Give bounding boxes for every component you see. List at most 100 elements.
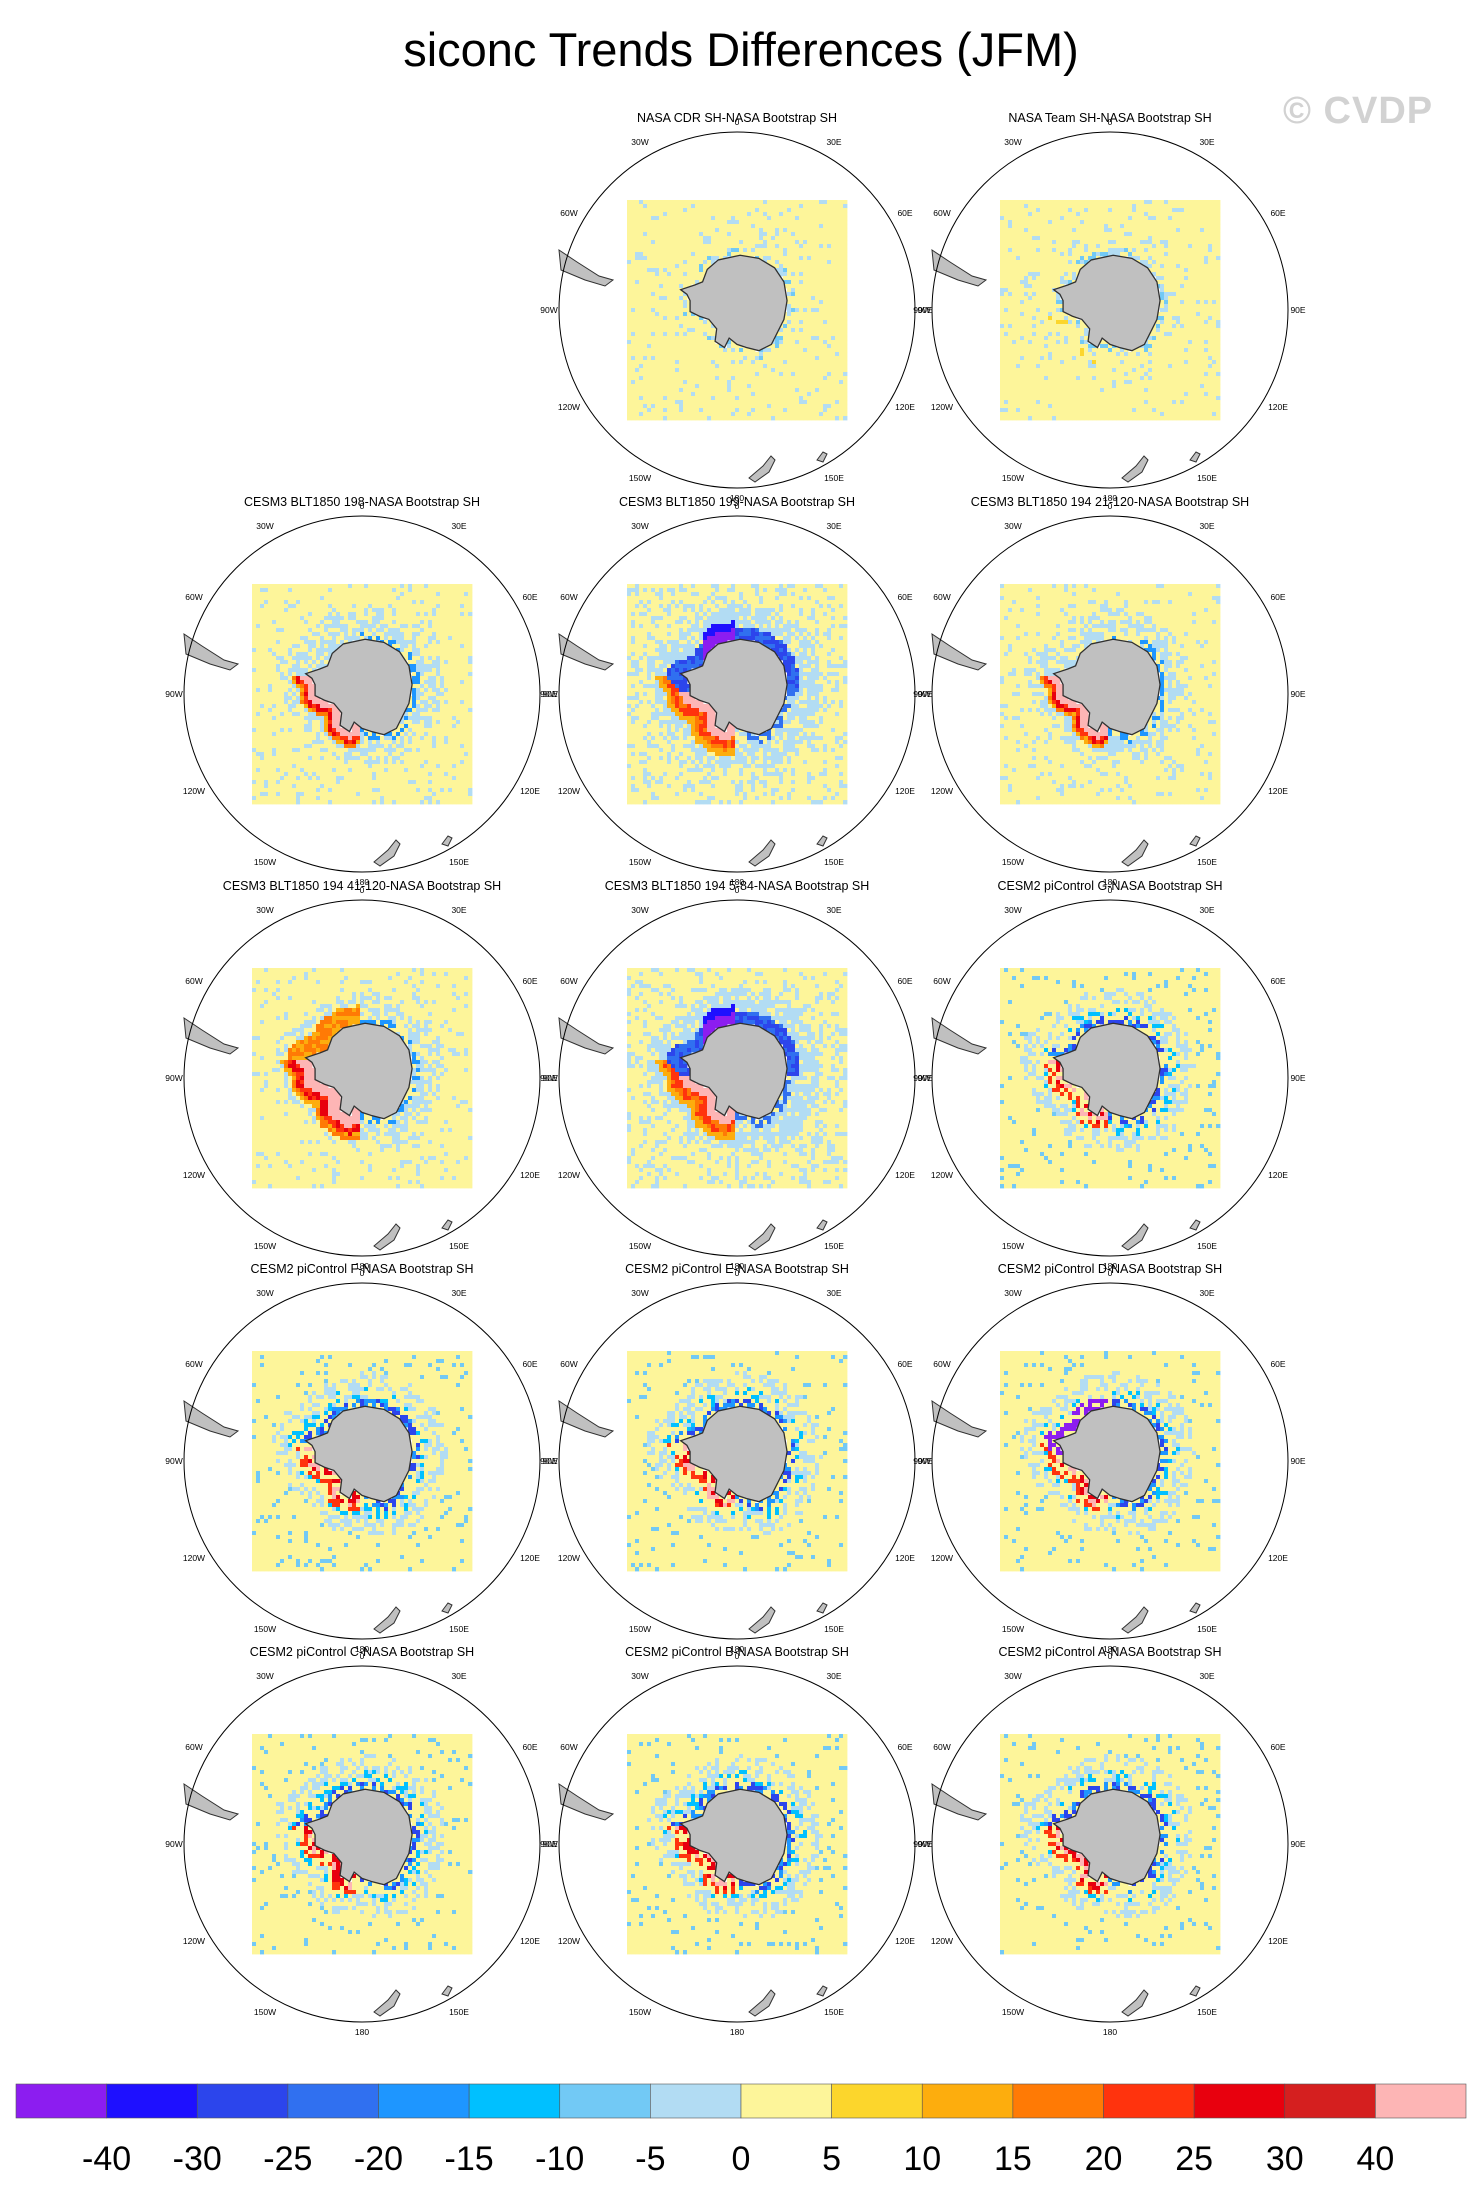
grid-cell <box>711 204 716 209</box>
grid-cell <box>1076 216 1081 221</box>
grid-cell <box>627 296 632 301</box>
grid-cell <box>1108 240 1113 245</box>
grid-cell <box>1056 372 1061 377</box>
grid-cell <box>1168 368 1173 373</box>
grid-cell <box>695 228 700 233</box>
grid-cell <box>727 344 732 349</box>
grid-cell <box>815 368 820 373</box>
grid-cell <box>1136 348 1141 353</box>
grid-cell <box>1028 240 1033 245</box>
grid-cell <box>1076 244 1081 249</box>
grid-cell <box>631 328 636 333</box>
grid-cell <box>1072 224 1077 229</box>
grid-cell <box>1080 224 1085 229</box>
grid-cell <box>1148 416 1153 421</box>
grid-cell <box>1172 384 1177 389</box>
grid-cell <box>687 220 692 225</box>
grid-cell <box>827 256 832 261</box>
grid-cell <box>843 208 848 213</box>
grid-cell <box>1168 340 1173 345</box>
grid-cell <box>767 360 772 365</box>
grid-cell <box>1156 252 1161 257</box>
grid-cell <box>819 320 824 325</box>
grid-cell <box>831 380 836 385</box>
grid-cell <box>1076 220 1081 225</box>
grid-cell <box>719 236 724 241</box>
grid-cell <box>763 404 768 409</box>
grid-cell <box>1016 236 1021 241</box>
grid-cell <box>779 416 784 421</box>
grid-cell <box>643 220 648 225</box>
grid-cell <box>739 220 744 225</box>
grid-cell <box>1000 220 1005 225</box>
grid-cell <box>687 368 692 373</box>
grid-cell <box>1160 300 1165 305</box>
grid-cell <box>811 340 816 345</box>
grid-cell <box>1192 260 1197 265</box>
grid-cell <box>1028 336 1033 341</box>
grid-cell <box>1060 312 1065 317</box>
grid-cell <box>1000 268 1005 273</box>
grid-cell <box>1132 372 1137 377</box>
grid-cell <box>1180 360 1185 365</box>
grid-cell <box>627 244 632 249</box>
grid-cell <box>663 400 668 405</box>
grid-cell <box>1124 208 1129 213</box>
grid-cell <box>631 252 636 257</box>
grid-cell <box>1164 288 1169 293</box>
grid-cell <box>647 224 652 229</box>
grid-cell <box>635 224 640 229</box>
grid-cell <box>695 316 700 321</box>
grid-cell <box>1156 268 1161 273</box>
grid-cell <box>771 200 776 205</box>
grid-cell <box>723 356 728 361</box>
longitude-label: 30E <box>826 137 841 147</box>
grid-cell <box>1080 336 1085 341</box>
grid-cell <box>843 212 848 217</box>
grid-cell <box>739 232 744 237</box>
grid-cell <box>711 328 716 333</box>
grid-cell <box>1164 380 1169 385</box>
grid-cell <box>635 272 640 277</box>
grid-cell <box>1188 408 1193 413</box>
grid-cell <box>1044 396 1049 401</box>
grid-cell <box>827 292 832 297</box>
grid-cell <box>1052 372 1057 377</box>
grid-cell <box>1032 272 1037 277</box>
grid-cell <box>1024 260 1029 265</box>
grid-cell <box>1192 212 1197 217</box>
grid-cell <box>823 236 828 241</box>
grid-cell <box>1012 396 1017 401</box>
grid-cell <box>1028 356 1033 361</box>
grid-cell <box>667 212 672 217</box>
grid-cell <box>671 236 676 241</box>
grid-cell <box>827 264 832 269</box>
grid-cell <box>763 360 768 365</box>
grid-cell <box>1196 364 1201 369</box>
grid-cell <box>1084 204 1089 209</box>
grid-cell <box>1020 392 1025 397</box>
grid-cell <box>803 388 808 393</box>
grid-cell <box>787 252 792 257</box>
grid-cell <box>787 308 792 313</box>
grid-cell <box>1060 368 1065 373</box>
grid-cell <box>639 412 644 417</box>
grid-cell <box>1188 316 1193 321</box>
grid-cell <box>803 224 808 229</box>
grid-cell <box>791 216 796 221</box>
grid-cell <box>799 324 804 329</box>
grid-cell <box>1192 240 1197 245</box>
grid-cell <box>1056 336 1061 341</box>
grid-cell <box>723 352 728 357</box>
grid-cell <box>1184 324 1189 329</box>
grid-cell <box>839 312 844 317</box>
grid-cell <box>807 224 812 229</box>
longitude-label: 0 <box>735 117 740 127</box>
grid-cell <box>703 404 708 409</box>
grid-cell <box>783 228 788 233</box>
grid-cell <box>1048 404 1053 409</box>
grid-cell <box>1060 252 1065 257</box>
grid-cell <box>1088 380 1093 385</box>
grid-cell <box>807 268 812 273</box>
grid-cell <box>643 212 648 217</box>
